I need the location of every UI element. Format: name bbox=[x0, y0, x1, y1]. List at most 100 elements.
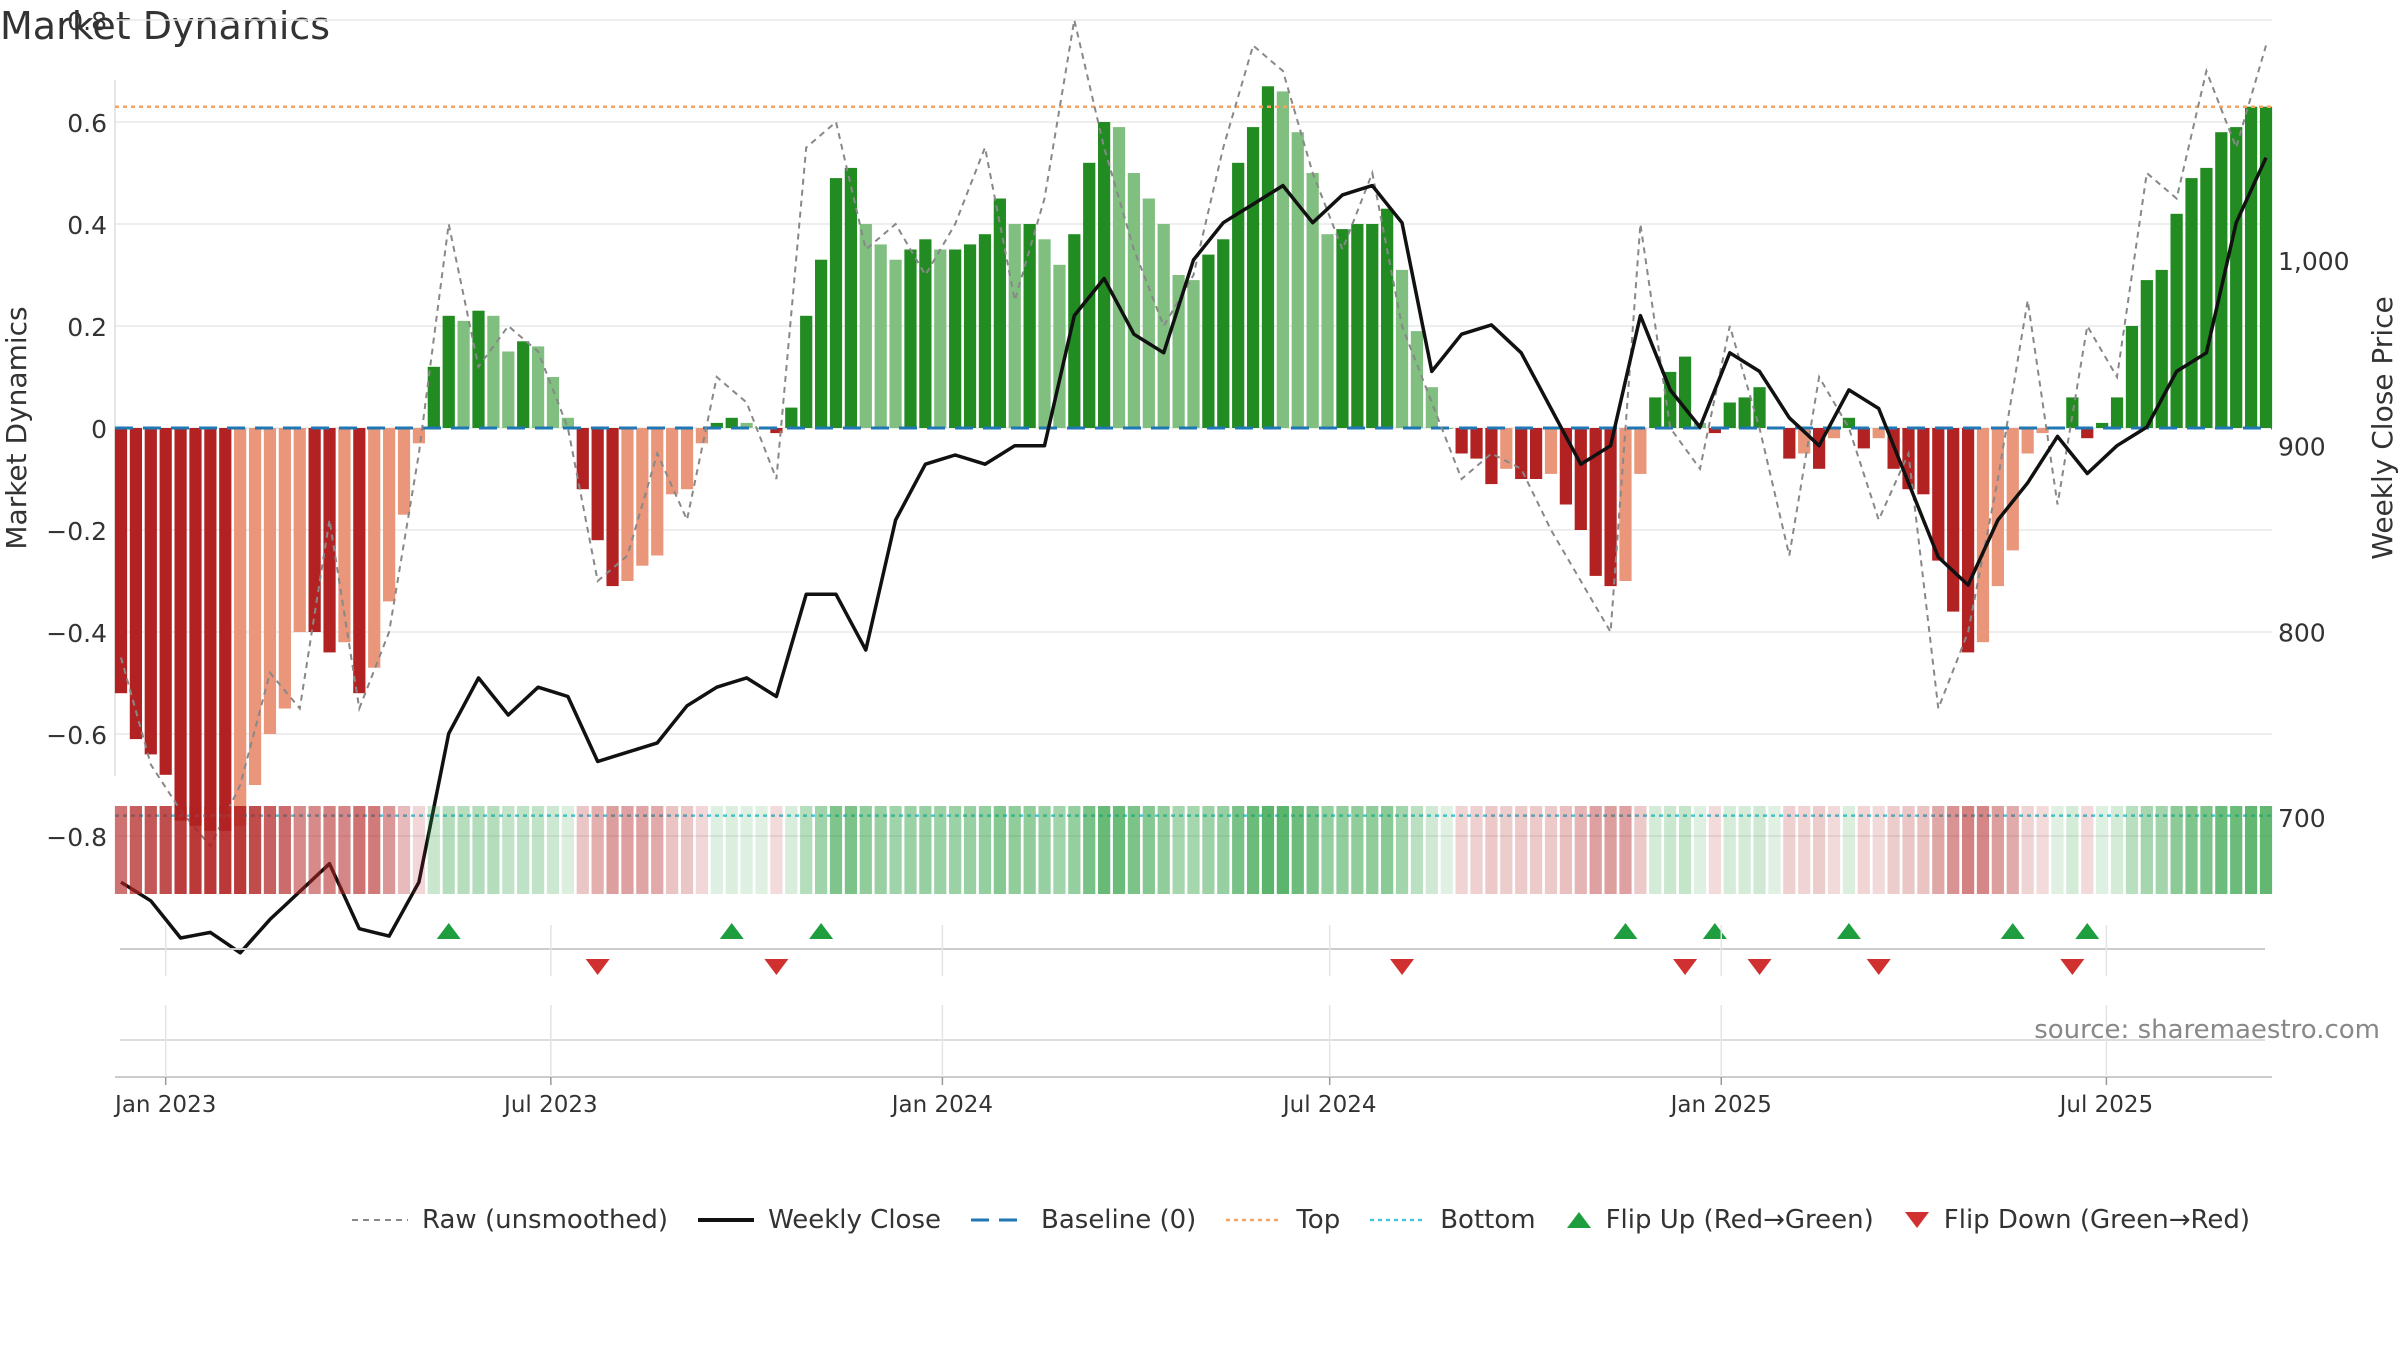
bar bbox=[1515, 428, 1528, 479]
heat-strip-cell bbox=[978, 806, 992, 894]
bar bbox=[814, 259, 828, 428]
y2-tick-label: 900 bbox=[2278, 433, 2326, 462]
heat-strip-cell bbox=[397, 806, 411, 894]
bar bbox=[2096, 422, 2109, 428]
heat-strip-cell bbox=[1381, 806, 1394, 894]
heat-strip-cell bbox=[755, 806, 768, 894]
heat-strip-cell bbox=[2140, 806, 2153, 894]
bar bbox=[963, 244, 977, 428]
heat-strip-cell bbox=[1589, 806, 1602, 894]
bar bbox=[800, 315, 813, 428]
flip-up-marker bbox=[2000, 923, 2025, 939]
bar bbox=[531, 346, 545, 428]
heat-strip-cell bbox=[2081, 806, 2094, 894]
heat-strip-cell bbox=[1768, 806, 1781, 894]
heat-strip-cell bbox=[1500, 806, 1513, 894]
flip-down-marker bbox=[1866, 959, 1891, 975]
x-tick-label: Jul 2023 bbox=[502, 1092, 598, 1118]
bar bbox=[1827, 428, 1841, 439]
heat-strip-cell bbox=[1619, 806, 1632, 894]
x-tick-label: Jan 2025 bbox=[1669, 1092, 1772, 1118]
heat-strip-cell bbox=[919, 806, 932, 894]
heat-strip-cell bbox=[263, 806, 277, 894]
bar bbox=[1932, 428, 1945, 561]
y-tick-label: 0 bbox=[91, 415, 107, 444]
bar bbox=[1098, 122, 1111, 428]
bar bbox=[636, 428, 649, 566]
bar bbox=[1112, 127, 1126, 428]
heat-strip-cell bbox=[1291, 806, 1304, 894]
heat-strip-cell bbox=[308, 806, 321, 894]
heat-strip-cell bbox=[2215, 806, 2228, 894]
chart-legend: Raw (unsmoothed) Weekly Close Baseline (… bbox=[350, 1205, 2278, 1235]
bar bbox=[904, 249, 917, 428]
flip-up-marker bbox=[1613, 923, 1638, 939]
heat-strip-cell bbox=[680, 806, 694, 894]
heat-strip-cell bbox=[636, 806, 649, 894]
heat-strip-cell bbox=[770, 806, 783, 894]
bar bbox=[2155, 269, 2168, 428]
bar bbox=[2036, 428, 2049, 434]
bar bbox=[680, 428, 694, 490]
flip-down-marker bbox=[1747, 959, 1772, 975]
heat-strip-cell bbox=[591, 806, 604, 894]
bar bbox=[1425, 387, 1438, 428]
heat-strip-cell bbox=[666, 806, 679, 894]
bar bbox=[517, 341, 530, 428]
bar bbox=[666, 428, 679, 495]
bar bbox=[546, 377, 560, 428]
heat-strip-cell bbox=[293, 806, 306, 894]
legend-label-close: Weekly Close bbox=[768, 1205, 941, 1235]
heat-strip-cell bbox=[427, 806, 440, 894]
flip-up-marker bbox=[1702, 923, 1727, 939]
heat-strip-cell bbox=[1470, 806, 1483, 894]
heat-strip-cell bbox=[159, 806, 172, 894]
bar bbox=[561, 417, 574, 428]
bar bbox=[2230, 127, 2243, 428]
bar bbox=[576, 428, 589, 490]
bar bbox=[2066, 397, 2079, 428]
legend-label-flip-down: Flip Down (Green→Red) bbox=[1943, 1205, 2251, 1235]
x-tick-label: Jul 2025 bbox=[2058, 1092, 2154, 1118]
bar bbox=[2006, 428, 2019, 551]
bar bbox=[2185, 178, 2198, 428]
heat-strip-cell bbox=[874, 806, 887, 894]
bar bbox=[204, 428, 217, 831]
heat-strip-cell bbox=[710, 806, 723, 894]
heat-strip-cell bbox=[695, 806, 709, 894]
legend-item-raw: Raw (unsmoothed) bbox=[350, 1205, 668, 1235]
heat-strip-cell bbox=[2036, 806, 2049, 894]
bar bbox=[1381, 208, 1394, 428]
y-tick-label: 0.8 bbox=[67, 7, 107, 36]
bar bbox=[129, 428, 143, 740]
bar bbox=[427, 366, 440, 428]
legend-item-bottom: Bottom bbox=[1368, 1205, 1536, 1235]
legend-item-baseline: Baseline (0) bbox=[969, 1205, 1196, 1235]
heat-strip-cell bbox=[442, 806, 455, 894]
legend-item-close: Weekly Close bbox=[696, 1205, 941, 1235]
bar bbox=[1947, 428, 1960, 612]
heat-strip-cell bbox=[1202, 806, 1215, 894]
heat-strip-cell bbox=[2096, 806, 2109, 894]
bar bbox=[1246, 127, 1260, 428]
heat-strip-cell bbox=[1991, 806, 2004, 894]
heat-strip-cell bbox=[1127, 806, 1141, 894]
bar bbox=[740, 422, 753, 428]
bar bbox=[1232, 162, 1245, 429]
bar bbox=[1723, 402, 1736, 428]
bar bbox=[934, 249, 947, 428]
heat-strip-cell bbox=[1917, 806, 1930, 894]
legend-swatch-baseline bbox=[971, 1218, 1027, 1222]
bar bbox=[621, 428, 634, 581]
heat-strip-cell bbox=[2155, 806, 2168, 894]
heat-strip-cell bbox=[1038, 806, 1051, 894]
heat-strip-cell bbox=[1276, 806, 1289, 894]
bar bbox=[1574, 428, 1587, 530]
bar bbox=[591, 428, 604, 541]
bar bbox=[338, 428, 351, 643]
heat-strip-cell bbox=[904, 806, 917, 894]
chart-title: Market Dynamics bbox=[0, 4, 331, 48]
heat-strip-cell bbox=[1634, 806, 1647, 894]
heat-strip-cell bbox=[1112, 806, 1126, 894]
bar bbox=[487, 315, 500, 428]
